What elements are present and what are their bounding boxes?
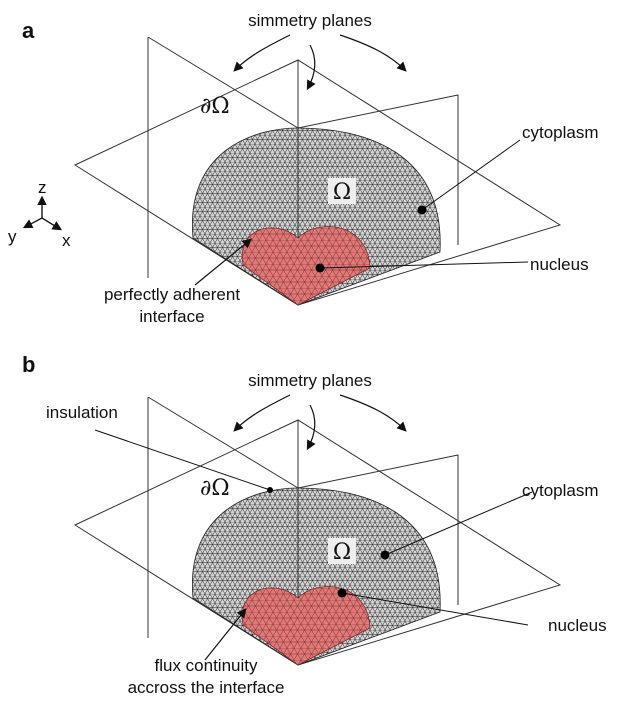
figure: simmetry planes a ∂Ω Ωcytoplasm nucleus perfe… — [0, 0, 634, 711]
nucleus-mesh — [242, 587, 370, 665]
arrow — [340, 35, 405, 70]
axis-x — [42, 218, 60, 229]
boundary-label: ∂Ω — [200, 476, 230, 501]
interface-label: accross the interface — [128, 678, 285, 697]
insulation-label: insulation — [46, 403, 118, 422]
arrow — [235, 395, 290, 430]
domain-label: Ω — [333, 180, 351, 205]
arrow — [235, 35, 290, 70]
boundary-label: ∂Ω — [200, 94, 230, 119]
nucleus-mesh — [242, 227, 370, 305]
cytoplasm-label: cytoplasm — [522, 481, 599, 500]
panel-label: a — [22, 18, 35, 43]
symmetry-planes-label: simmetry planes — [248, 371, 372, 390]
axis-y-label: y — [8, 227, 17, 246]
symmetry-planes-label: simmetry planes — [248, 11, 372, 30]
pointer-dot — [338, 589, 347, 598]
domain-label: Ω — [333, 540, 351, 565]
pointer-dot — [316, 264, 325, 273]
cytoplasm-label: cytoplasm — [522, 123, 599, 142]
axis-z-label: z — [38, 178, 47, 197]
axis-y — [25, 218, 42, 227]
axis-x-label: x — [62, 231, 71, 250]
arrow — [340, 395, 405, 430]
pointer — [422, 140, 520, 210]
panel-label: b — [22, 352, 35, 377]
pointer-dot — [267, 487, 273, 493]
nucleus-label: nucleus — [530, 255, 589, 274]
pointer-dot — [381, 551, 390, 560]
interface-label: flux continuity — [155, 656, 258, 675]
nucleus-label: nucleus — [548, 616, 607, 635]
interface-label: interface — [139, 307, 204, 326]
pointer — [95, 430, 270, 490]
interface-label: perfectly adherent — [104, 285, 240, 304]
pointer-dot — [418, 206, 427, 215]
